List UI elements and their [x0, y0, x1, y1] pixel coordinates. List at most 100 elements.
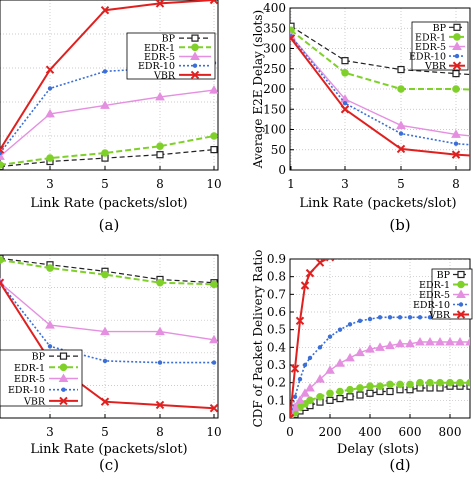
x-tick-label: 8 — [156, 425, 164, 439]
plot-frame — [0, 0, 219, 171]
data-point-edr-1 — [446, 378, 454, 387]
data-point-vbr — [155, 400, 165, 410]
legend-label-bp: BP — [437, 270, 451, 281]
data-point-edr-1 — [341, 69, 349, 77]
data-point-edr-5 — [385, 340, 395, 350]
data-point-edr-5 — [465, 337, 470, 346]
x-tick-label: 3 — [46, 177, 54, 191]
data-point-edr-10 — [337, 327, 343, 332]
data-point-edr-5 — [305, 382, 315, 392]
data-point-edr-1 — [356, 384, 364, 392]
y-tick-label: 0.8 — [267, 270, 286, 284]
data-point-edr-10 — [398, 131, 404, 136]
x-tick-label: 400 — [359, 425, 382, 439]
data-point-bp — [326, 396, 334, 404]
y-tick-label: 300 — [263, 42, 286, 56]
data-point-edr-10 — [357, 318, 363, 324]
data-point-vbr — [295, 316, 305, 326]
y-tick-label: 0.3 — [267, 358, 286, 372]
data-point-edr-10 — [292, 394, 298, 399]
legend-label-edr-5: EDR-5 — [419, 290, 450, 301]
legend-label-bp: BP — [32, 352, 46, 363]
data-point-vbr — [290, 364, 300, 373]
data-point-vbr — [416, 259, 424, 260]
data-point-vbr — [386, 259, 394, 260]
data-point-edr-5 — [425, 337, 435, 346]
x-axis-label: Link Rate (packets/slot) — [299, 196, 456, 211]
y-tick-label: 150 — [263, 102, 286, 116]
data-point-vbr — [300, 281, 310, 290]
x-tick-label: 1 — [287, 177, 295, 191]
chart-panel-b: 135810050100150200250300350400Link Rate … — [251, 1, 471, 234]
legend-marker-edr-5 — [190, 51, 200, 60]
data-point-edr-5 — [445, 337, 455, 346]
data-point-edr-5 — [155, 326, 165, 336]
data-point-edr-10 — [302, 362, 308, 368]
data-point-edr-5 — [455, 337, 465, 346]
data-point-edr-5 — [209, 85, 218, 94]
data-point-edr-5 — [300, 388, 310, 397]
x-axis-label: Link Rate (packets/slot) — [30, 196, 187, 211]
x-tick-label: 3 — [46, 425, 54, 439]
data-point-edr-10 — [317, 345, 323, 350]
data-point-edr-5 — [100, 326, 110, 336]
x-tick-label: 600 — [399, 425, 422, 439]
data-point-edr-1 — [397, 85, 405, 93]
y-axis-label: CDF of Packet Delivery Ratio — [251, 250, 265, 428]
data-point-edr-1 — [436, 378, 444, 387]
data-point-edr-1 — [210, 280, 218, 289]
data-point-edr-10 — [387, 315, 393, 320]
data-point-edr-1 — [376, 382, 384, 391]
data-point-edr-5 — [45, 108, 55, 118]
y-tick-label: 0.1 — [267, 393, 286, 407]
data-point-edr-5 — [345, 352, 355, 362]
legend-marker-edr-10 — [458, 302, 464, 307]
data-point-vbr — [325, 259, 335, 262]
data-point-vbr — [209, 0, 218, 5]
legend-marker-vbr — [456, 310, 466, 319]
data-point-vbr — [305, 268, 315, 278]
chart-panel-d: 0 200 400 600 800 0 0.1 0.2 0.3 0.4 0.5 0.6 0.7 0.8 0.… — [251, 250, 473, 474]
x-tick-label: 0 — [286, 425, 294, 439]
data-point-vbr — [406, 259, 414, 260]
data-point-edr-1 — [416, 378, 424, 387]
data-point-edr-1 — [101, 149, 109, 157]
legend-marker-edr-10 — [454, 53, 460, 59]
legend-label-bp: BP — [162, 34, 176, 45]
legend-label-vbr: VBR — [153, 70, 176, 81]
y-tick-label: 350 — [263, 21, 286, 35]
x-tick-label: 5 — [397, 177, 405, 191]
data-point-edr-5 — [335, 358, 345, 367]
data-point-edr-10 — [297, 376, 303, 382]
data-point-edr-1 — [336, 387, 344, 396]
data-point-edr-5 — [209, 334, 218, 344]
data-point-vbr — [0, 278, 5, 287]
series-line-vbr — [290, 259, 329, 418]
data-point-edr-5 — [365, 344, 375, 353]
legend-label-edr-1: EDR-1 — [144, 43, 175, 54]
data-point-edr-1 — [306, 396, 314, 405]
y-tick-label: 100 — [263, 123, 286, 137]
data-point-vbr — [290, 413, 295, 418]
legend-marker-edr-5 — [58, 373, 69, 382]
data-point-bp — [346, 393, 354, 401]
legend-marker-edr-5 — [456, 289, 466, 298]
data-point-bp — [366, 389, 374, 397]
data-point-edr-1 — [210, 132, 218, 140]
legend-marker-edr-1 — [457, 280, 465, 289]
data-point-edr-1 — [396, 380, 404, 389]
data-point-edr-5 — [415, 337, 425, 346]
legend-marker-bp — [457, 270, 465, 279]
data-point-edr-10 — [47, 344, 53, 349]
data-point-edr-1 — [0, 256, 4, 264]
legend-label-edr-5: EDR-5 — [415, 42, 446, 53]
data-point-bp — [452, 70, 460, 78]
legend-label-vbr: VBR — [23, 396, 46, 407]
data-point-bp — [397, 65, 405, 74]
data-point-edr-5 — [100, 100, 110, 109]
series-group — [290, 22, 470, 159]
